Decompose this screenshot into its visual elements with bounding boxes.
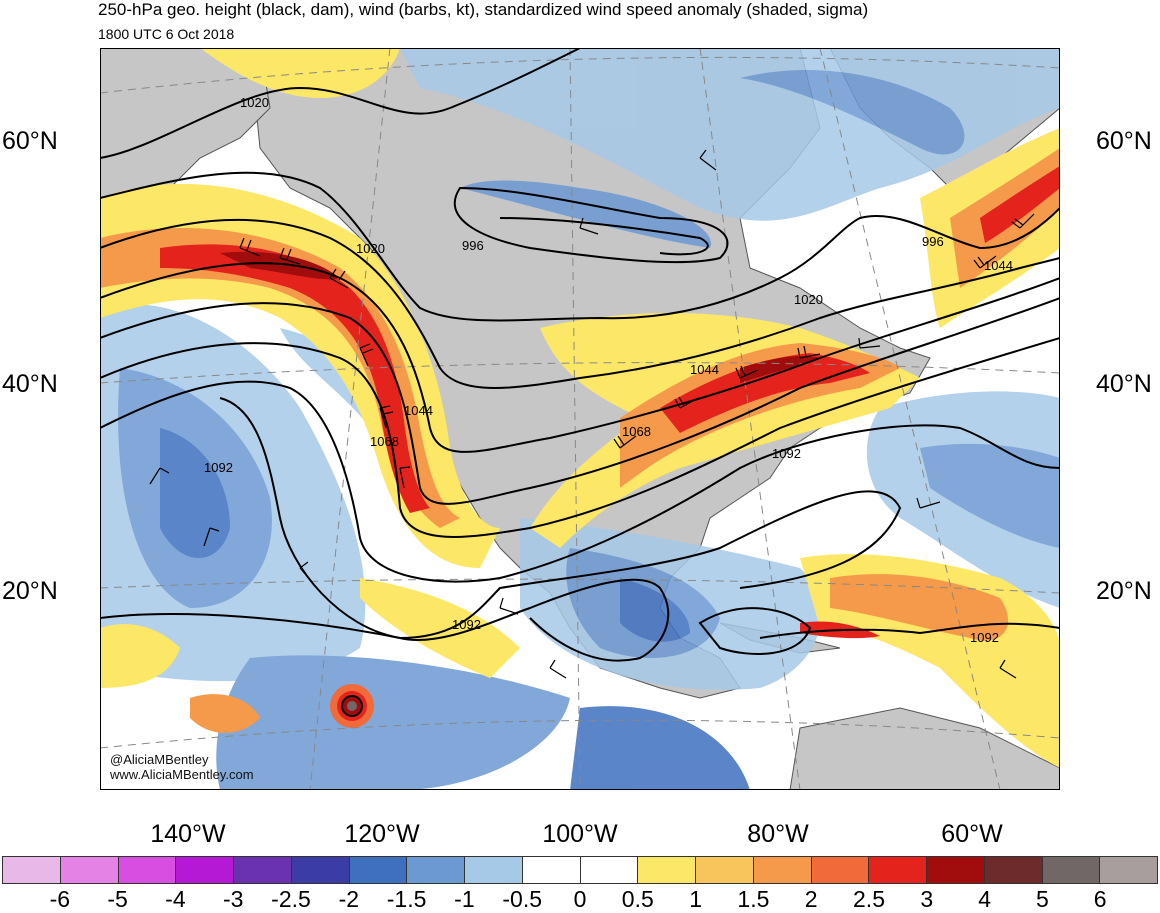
colorbar-tick-label: -4 [165, 886, 186, 912]
colorbar-tick-label: -2.5 [271, 886, 311, 912]
chart-subtitle: 1800 UTC 6 Oct 2018 [98, 26, 235, 42]
colorbar-segment [291, 856, 350, 884]
contour-label: 1020 [794, 292, 823, 307]
chart-title: 250-hPa geo. height (black, dam), wind (… [98, 0, 869, 19]
colorbar-tick-label: -0.5 [502, 886, 543, 912]
lon-label-80w: 80°W [747, 820, 809, 848]
lat-label-left-40: 40°N [2, 370, 58, 398]
graticule [100, 48, 1060, 790]
colorbar-segment [638, 856, 696, 884]
lat-label-left-60: 60°N [2, 127, 58, 155]
anomaly-positive [100, 48, 1060, 768]
colorbar-segment [580, 856, 639, 884]
contour-label: 1068 [370, 434, 399, 449]
colorbar [2, 856, 1158, 884]
colorbar-segment [349, 856, 408, 884]
colorbar-segment [234, 856, 292, 884]
colorbar-tick-label: 0 [573, 886, 587, 912]
colorbar-segment [869, 856, 927, 884]
contour-label: 996 [922, 234, 944, 249]
colorbar-tick-label: -6 [49, 886, 71, 912]
colorbar-segment [696, 856, 754, 884]
colorbar-segment [927, 856, 985, 884]
colorbar-tick-label: -5 [107, 886, 128, 912]
colorbar-tick-label: 3 [920, 886, 934, 912]
height-contours [100, 48, 1060, 717]
colorbar-tick-label: -2 [338, 886, 360, 912]
contour-labels: 1020 1020 996 996 1020 1044 1044 1044 10… [204, 95, 1013, 645]
colorbar-segment [176, 856, 234, 884]
wind-barbs [149, 149, 1035, 679]
land-south-america [789, 707, 1060, 790]
colorbar-tick-label: 1.5 [737, 886, 770, 912]
colorbar-segment [753, 856, 812, 884]
credit-website: www.AliciaMBentley.com [110, 767, 254, 782]
colorbar-segment [118, 856, 177, 884]
contour-label: 1044 [404, 403, 433, 418]
colorbar-tick-label: 6 [1093, 886, 1107, 912]
lat-label-right-60: 60°N [1096, 127, 1152, 155]
colorbar-tick-label: 0.5 [621, 886, 654, 912]
lon-label-140w: 140°W [150, 820, 226, 848]
colorbar-segment [522, 856, 581, 884]
colorbar-segment [407, 856, 465, 884]
colorbar-tick-label: 4 [978, 886, 991, 912]
colorbar-segment [465, 856, 523, 884]
lon-label-100w: 100°W [542, 820, 618, 848]
contour-label: 1092 [970, 630, 999, 645]
contour-label: 1020 [356, 241, 385, 256]
contour-label: 1092 [772, 446, 801, 461]
credit-handle: @AliciaMBentley [110, 752, 209, 767]
colorbar-tick-label: 2.5 [853, 886, 885, 912]
lon-label-120w: 120°W [344, 820, 420, 848]
colorbar-segment [2, 856, 61, 884]
colorbar-tick-label: -1.5 [386, 886, 427, 912]
colorbar-tick-label: -3 [222, 886, 244, 912]
colorbar-segment [1042, 856, 1101, 884]
contour-label: 1044 [690, 362, 719, 377]
colorbar-tick-label: 2 [804, 886, 818, 912]
weather-map: 1020 1020 996 996 1020 1044 1044 1044 10… [100, 48, 1060, 790]
colorbar-segment [1100, 856, 1158, 884]
contour-label: 996 [462, 238, 484, 253]
contour-label: 1092 [452, 617, 481, 632]
lon-label-60w: 60°W [941, 820, 1003, 848]
lat-label-left-20: 20°N [2, 577, 58, 605]
colorbar-segment [811, 856, 870, 884]
contour-label: 1020 [240, 95, 269, 110]
colorbar-tick-label: 5 [1035, 886, 1049, 912]
contour-label: 1068 [622, 424, 651, 439]
lat-label-right-40: 40°N [1096, 370, 1152, 398]
colorbar-tick-label: 1 [689, 886, 702, 912]
contour-label: 1044 [984, 258, 1013, 273]
colorbar-segment [60, 856, 119, 884]
colorbar-tick-label: -1 [454, 886, 475, 912]
colorbar-segment [984, 856, 1043, 884]
contour-label: 1092 [204, 460, 233, 475]
map-border [100, 48, 1060, 790]
lat-label-right-20: 20°N [1096, 577, 1152, 605]
